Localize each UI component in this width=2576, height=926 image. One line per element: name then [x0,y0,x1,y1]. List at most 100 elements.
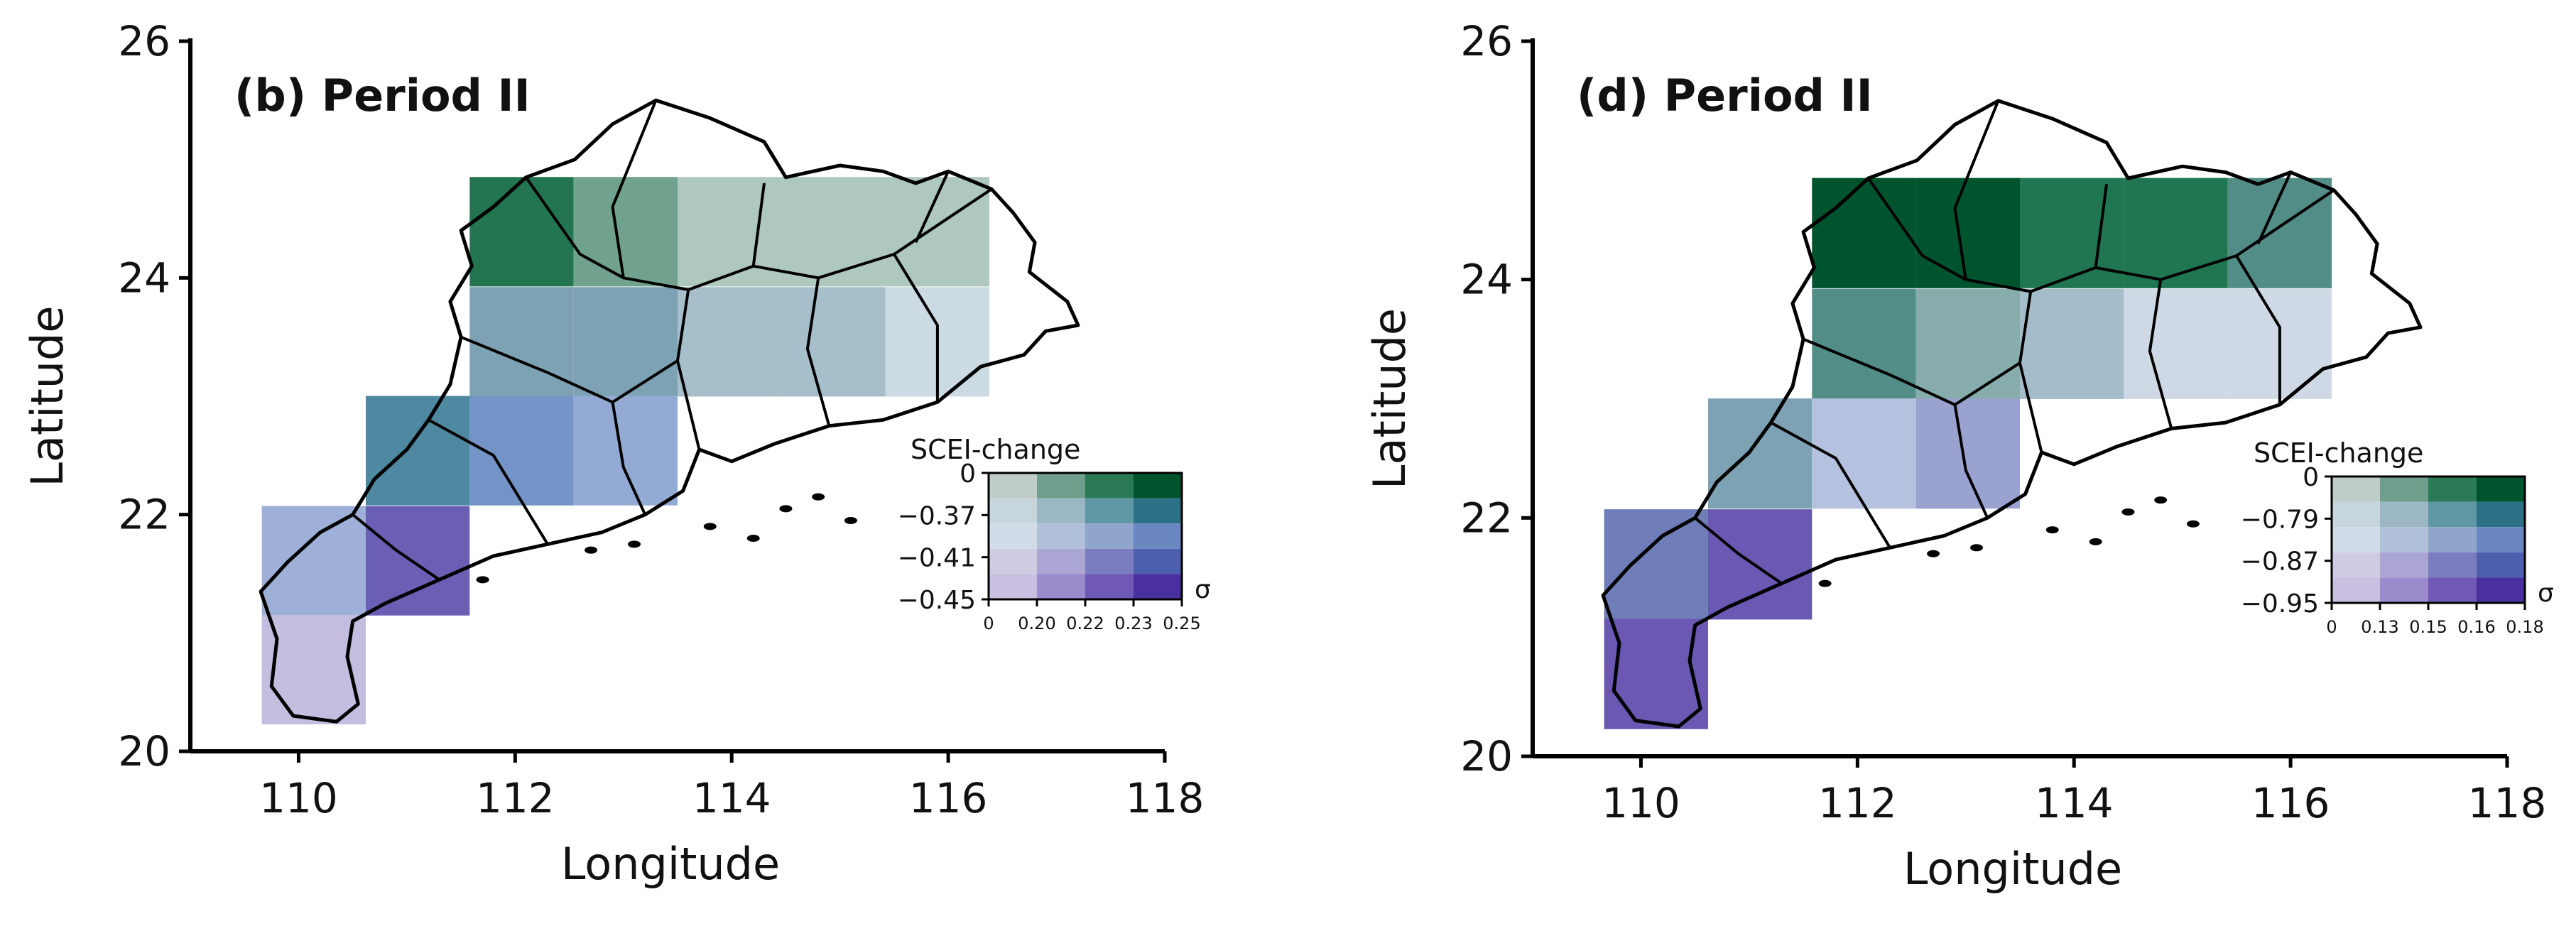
y-tick-label: 22 [118,491,170,539]
grid-cell [469,287,574,397]
grid-cell [2124,288,2228,399]
district-boundary [1866,177,2335,293]
y-tick-label: 26 [1460,17,1513,65]
grid-cell [261,614,366,725]
legend-cell [1134,498,1182,524]
district-boundary [805,277,831,427]
grid-cell [365,396,470,506]
legend-cell [989,473,1037,499]
x-tick-label: 110 [259,774,338,822]
legend-cell [1037,548,1085,574]
island [1970,544,1984,552]
province-boundary [1601,99,2423,729]
legend-cell [2428,552,2477,578]
x-tick-label: 118 [2468,779,2547,827]
x-tick-label: 118 [1126,774,1205,822]
legend-x-tick-label: 0.16 [2457,617,2495,637]
x-axis-label: Longitude [1903,843,2122,895]
legend-y-tick-label: −0.95 [2241,589,2319,619]
island [1818,579,1832,587]
grid-cell [678,287,782,397]
legend-cell [1085,548,1134,574]
island [746,535,760,542]
grid-cell [573,287,678,397]
legend-cell [2428,527,2477,552]
district-boundary [2094,184,2108,268]
legend-cell [1085,574,1134,599]
legend-y-tick-label: −0.37 [898,501,976,530]
district-boundary [524,176,993,291]
legend-y-tick-label: −0.45 [898,586,976,615]
district-boundary [2235,255,2281,405]
island [703,523,717,530]
panel-title: (b) Period II [234,70,531,121]
district-boundary [2256,171,2292,245]
grid-cell [573,396,678,506]
island [812,493,825,501]
legend-cell [2477,552,2525,578]
x-tick-label: 112 [476,774,555,822]
legend-cell [1037,523,1085,549]
legend-x-tick-label: 0.25 [1163,614,1200,633]
district-boundary [611,401,647,516]
panel-title: (d) Period II [1577,70,1873,121]
island [2121,508,2135,516]
legend-x-tick-label: 0.22 [1066,614,1104,633]
legend-y-tick-label: −0.87 [2241,548,2319,577]
legend-cell [989,574,1037,599]
legend-cell [1085,498,1134,524]
district-boundary [611,99,658,278]
grid-cell [781,287,886,397]
legend-cell [2477,527,2525,552]
legend-cell [2332,476,2380,502]
legend-cell [1134,523,1182,549]
legend-cell [2380,501,2428,528]
legend-x-tick-label: 0.13 [2361,617,2398,637]
grid-cell [2020,288,2124,399]
y-axis-label: Latitude [21,305,73,486]
legend-cell [2428,501,2477,528]
district-boundary [1770,421,1891,549]
legend-x-tick-label: 0 [983,614,994,633]
island [2089,538,2102,545]
y-tick-label: 22 [1460,494,1513,542]
grid-cell [1604,619,1708,729]
district-boundary [893,253,939,403]
grid-cell [2020,178,2124,288]
y-tick-label: 24 [118,254,170,302]
island [2186,520,2200,528]
island [585,546,598,554]
legend-cell [1037,498,1085,524]
x-tick-label: 112 [1818,779,1897,827]
grid-cell [261,506,366,616]
province-boundary [259,98,1080,724]
legend-x-tick-label: 0.15 [2409,617,2447,637]
grid-cell [1707,398,1813,509]
y-tick-label: 20 [1460,732,1513,780]
district-boundary [1803,337,2021,406]
district-boundary [428,418,549,545]
district-boundary [1694,516,1783,585]
legend-cell [1085,523,1134,549]
legend-sigma-label: σ [2538,579,2554,608]
grid-cell [365,506,470,616]
x-tick-label: 114 [692,774,771,822]
island [476,576,489,584]
island [2154,496,2168,504]
district-boundary [1953,100,2000,280]
district-boundary [1953,404,1989,519]
legend-title: SCEI-change [2254,437,2423,469]
grid-cell [1707,509,1813,620]
legend-cell [1085,473,1134,499]
x-axis-label: Longitude [561,838,780,890]
x-tick-label: 114 [2035,779,2114,827]
legend-cell [2380,577,2428,603]
legend-cell [2380,552,2428,578]
map-panel-1: 110 112 114 116 118 20 22 24 26 Longitude Latitude… [1364,17,2554,895]
legend-cell [2332,527,2380,552]
grid-cell [469,177,574,287]
district-boundary [2148,279,2173,430]
grid-cell [1604,509,1708,620]
